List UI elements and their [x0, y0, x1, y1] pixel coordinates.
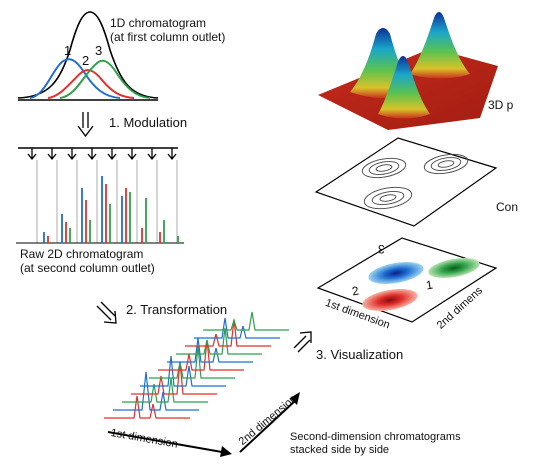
chromatogram-1d-title: 1D chromatogram	[110, 16, 207, 30]
step-modulation: 1. Modulation	[109, 115, 188, 130]
raw-2d-title: Raw 2D chromatogram	[20, 247, 144, 261]
stacked-chromatograms	[104, 311, 289, 419]
plot-3d	[318, 12, 498, 130]
envelope-peak	[17, 11, 159, 99]
peak-label-3: 3	[95, 43, 103, 58]
step-transformation: 2. Transformation	[126, 302, 228, 317]
transformation-arrow	[96, 301, 117, 324]
peak-1-spot	[368, 262, 424, 284]
step-visualization: 3. Visualization	[316, 347, 404, 362]
peak-3-spot	[428, 258, 480, 278]
plot-contour	[314, 137, 498, 227]
stacked-caption-line1: Second-dimension chromatograms	[290, 431, 461, 443]
contour-plane	[314, 137, 498, 227]
modulation-arrow	[77, 112, 94, 138]
contour-lines	[361, 153, 469, 210]
view-contour-label: Con	[496, 200, 519, 214]
modulation-ticks	[27, 148, 177, 161]
peak-label-1: 1	[64, 43, 72, 58]
plot-2d-peak-label-3: 3	[378, 242, 385, 256]
raw-2d-chromatogram	[16, 147, 184, 244]
chromatogram-1d	[17, 11, 159, 101]
plot-2d	[316, 237, 498, 323]
stacked-axes	[107, 392, 300, 457]
plot-3d-peak-front	[378, 56, 430, 119]
raw-peaks	[43, 176, 179, 243]
raw-2d-subtitle: (at second column outlet)	[20, 261, 155, 275]
peak-3-curve	[59, 59, 151, 99]
chromatogram-1d-subtitle: (at first column outlet)	[110, 30, 226, 44]
modulation-dividers	[36, 160, 178, 243]
visualization-arrow	[293, 331, 312, 353]
stacked-caption-line2: stacked side by side	[290, 444, 390, 456]
peak-1-curve	[29, 58, 121, 99]
peak-2-spot	[362, 289, 418, 311]
peak-label-2: 2	[82, 53, 90, 68]
peak-2-curve	[47, 69, 135, 99]
view-3d-label: 3D p	[488, 98, 514, 112]
plot-3d-peak-right	[410, 12, 470, 79]
